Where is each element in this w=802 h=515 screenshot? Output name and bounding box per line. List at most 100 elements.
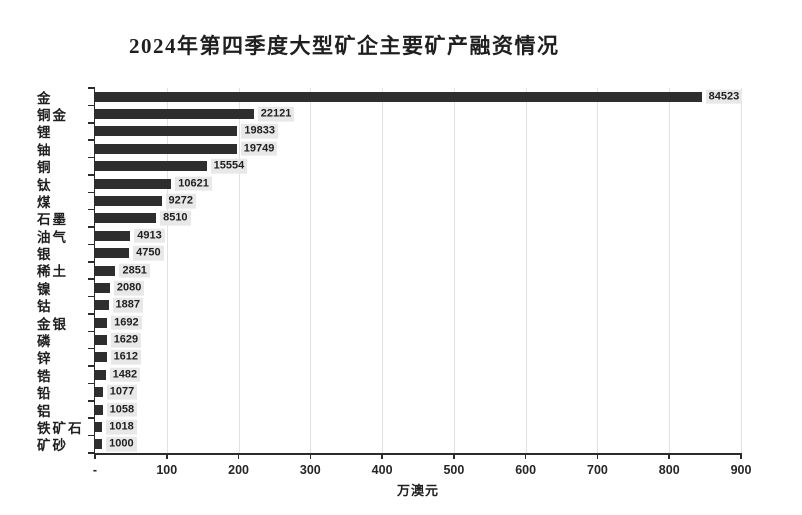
x-tick-label: 600 [515,463,537,477]
bar-value-label: 4913 [134,228,165,244]
y-tick [88,347,95,350]
category-label: 矿砂 [37,438,68,454]
category-label: 锂 [37,125,53,141]
gridline [382,88,384,453]
y-tick [88,87,95,89]
bar [95,352,107,363]
x-tick-label: - [92,463,98,477]
x-tick [668,453,670,459]
y-tick [88,104,95,107]
gridline [166,88,168,453]
category-label: 油气 [37,229,68,245]
x-tick [524,453,527,459]
x-tick [166,453,168,459]
y-tick [88,434,95,437]
y-tick [88,382,95,385]
category-label: 铜金 [37,108,68,124]
bar-value-label: 9272 [165,193,197,209]
y-tick [88,156,95,159]
y-tick [88,417,95,419]
bar [95,282,110,293]
bar [95,317,108,328]
bar-value-label: 1000 [106,436,137,452]
y-tick [88,174,95,176]
bar [95,439,103,450]
y-tick [88,261,95,263]
bar-value-label: 84523 [705,89,743,105]
y-tick [88,226,95,228]
bar [95,248,130,259]
y-tick [88,400,95,402]
category-label: 钴 [37,299,53,315]
bar-value-label: 19833 [241,124,278,139]
bar [95,404,103,415]
bar-value-label: 1077 [106,384,138,400]
bar [95,178,172,189]
bar [95,161,207,172]
bar-value-label: 2851 [119,263,150,278]
gridline [453,88,455,453]
gridline [669,88,671,453]
x-tick-label: 800 [658,463,680,477]
x-tick-label: 100 [156,463,178,477]
bar [95,335,107,346]
y-axis-line [93,88,95,453]
category-label: 铝 [37,403,53,419]
x-tick [381,453,383,459]
bar-value-label: 22121 [257,106,295,122]
x-tick-label: 500 [443,463,465,477]
y-tick [88,208,95,211]
category-label: 银 [37,247,53,263]
category-axis: 金铜金锂铀铜钛煤石墨 油气银稀土镍钴金银磷锌锆铅铝铁矿石 矿砂 [37,88,94,454]
category-label: 锆 [37,368,53,384]
category-label: 石墨 [37,212,68,228]
gridline [310,88,312,453]
gridline [238,88,240,453]
plot-area: - 100 200 300 400 500 600 700 800 900 84523 22121 19… [88,87,751,477]
bar-value-label: 19749 [240,141,278,157]
x-tick [237,453,240,459]
category-label: 铁矿石 [37,420,84,436]
x-tick [309,453,312,459]
bar [95,300,109,311]
y-tick [88,330,95,333]
y-tick [88,452,95,454]
bar [95,213,157,224]
bar [95,195,162,206]
x-tick-label: 900 [730,463,752,477]
bar-value-label: 2080 [113,280,145,296]
bar-value-label: 1612 [110,350,142,365]
category-label: 锌 [37,351,53,367]
category-label: 钛 [37,177,53,193]
bar [95,421,103,432]
category-label: 铀 [37,142,53,158]
bar [95,109,254,120]
bar-value-label: 1482 [109,367,141,383]
bar-value-label: 8510 [160,211,191,226]
x-tick [453,453,455,459]
bar-value-label: 15554 [210,158,248,174]
y-tick [88,191,95,194]
y-tick [88,295,95,298]
x-tick [94,453,96,459]
category-label: 铅 [37,386,53,402]
x-tick-label: 700 [587,463,608,477]
bar [95,143,237,154]
bar-value-label: 1692 [111,315,142,330]
x-tick-label: 400 [371,463,393,477]
y-tick [88,122,95,124]
chart-title: 2024年第四季度大型矿企主要矿产融资情况 [129,34,560,58]
bar [95,126,238,137]
category-label: 稀土 [37,264,68,280]
x-tick [740,453,742,459]
gridline [741,88,742,453]
gridline [597,88,599,453]
x-tick-label: 300 [299,463,321,477]
category-label: 磷 [37,334,53,350]
bar-value-label: 10621 [175,176,212,191]
bar [95,387,103,398]
bar-value-label: 1058 [106,402,138,417]
category-label: 金银 [37,316,68,332]
bar-value-label: 1887 [112,297,144,313]
